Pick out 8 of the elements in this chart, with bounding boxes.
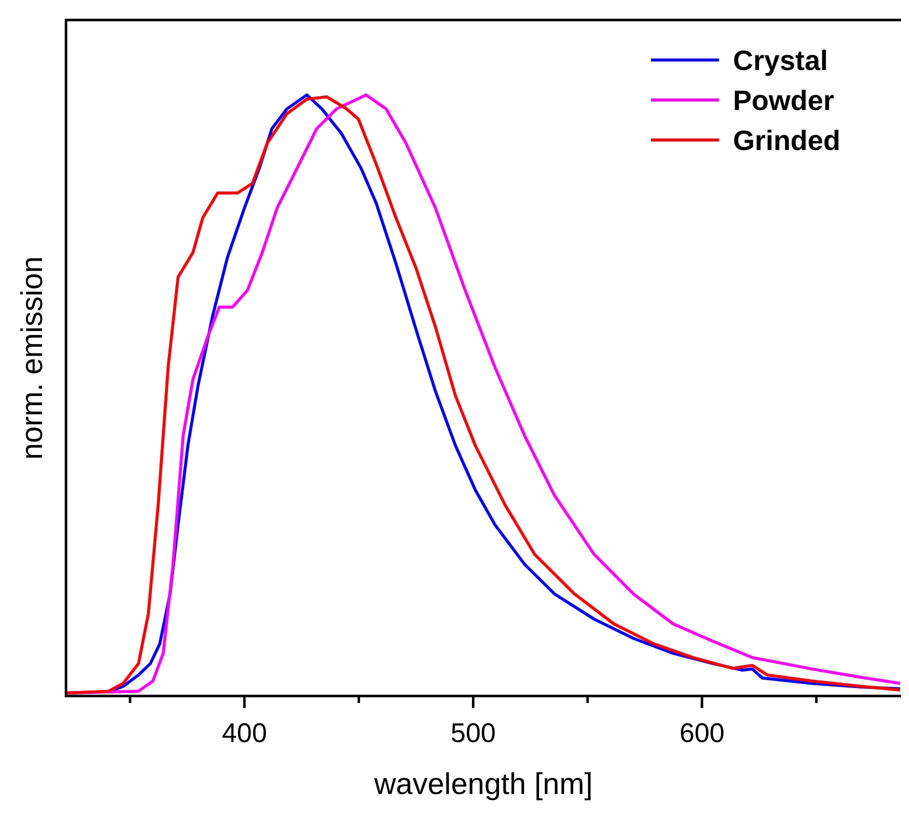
x-tick-label: 600 [679, 718, 725, 748]
x-axis-title: wavelength [nm] [373, 768, 593, 801]
legend-label: Crystal [733, 45, 828, 76]
x-tick-label: 500 [450, 718, 496, 748]
legend-label: Grinded [733, 125, 840, 156]
y-axis-title: norm. emission [16, 256, 49, 460]
x-tick-label: 400 [222, 718, 267, 748]
legend-label: Powder [733, 85, 834, 116]
